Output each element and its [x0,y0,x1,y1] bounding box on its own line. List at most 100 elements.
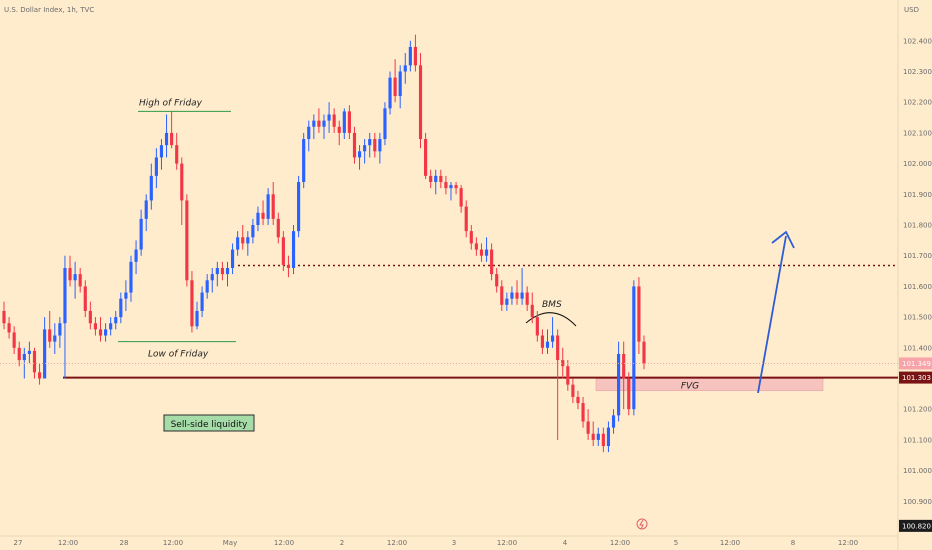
candle-body [159,145,164,158]
candle-body [474,243,478,250]
candle-body [291,231,296,268]
price-tag-label: 101.303 [902,374,931,382]
candle-body [545,341,550,348]
x-tick-label: 28 [120,539,129,547]
candle-body [83,286,87,311]
y-tick-label: 100.900 [903,498,932,506]
x-tick-label: 12:00 [838,539,858,547]
y-tick-label: 102.300 [903,68,932,76]
candle-body [484,249,489,256]
candle-body [37,372,42,379]
candle-body [576,396,580,404]
candle-body [606,427,611,447]
candle-body [601,433,605,447]
candle-body [276,218,280,238]
candle-body [550,335,555,342]
candle-body [271,194,275,219]
candle-body [12,332,16,348]
candle-body [88,310,92,324]
candle-body [332,114,336,127]
candle-body [302,139,306,183]
candle-body [256,212,260,225]
projection-arrow-line [757,235,787,394]
candle-body [200,292,204,311]
candle-body [540,335,544,348]
candle-body [154,157,158,176]
lightning-icon-bolt [639,519,644,530]
x-tick-label: 27 [14,539,23,547]
candles [2,34,646,453]
candle-body [352,132,357,158]
candle-body [119,298,123,318]
candle-body [418,65,423,140]
candle-body [180,163,184,201]
candle-body [383,108,387,140]
candle-body [104,329,108,336]
price-tag [899,357,932,370]
y-tick-label: 101.000 [903,467,932,475]
symbol-header: U.S. Dollar Index, 1h, TVC [4,6,94,14]
y-tick-label: 101.400 [903,344,932,352]
candle-body [307,126,311,140]
y-tick-label: 102.100 [903,129,932,137]
gridlines [0,0,899,550]
candle-body [124,292,128,299]
candle-body [642,341,646,364]
candle-body [632,286,636,410]
y-tick-label: 101.600 [903,283,932,291]
low-of-friday-label: Low of Friday [148,350,209,360]
candle-body [27,350,31,354]
candle-body [53,335,57,342]
x-tick-label: 12:00 [58,539,78,547]
candle-body [378,139,382,152]
y-tick-label: 101.800 [903,222,932,230]
x-tick-label: 3 [452,539,456,547]
candle-body [48,329,52,342]
candle-body [535,317,539,336]
candle-body [510,292,514,299]
candle-body [413,46,418,66]
candle-body [63,267,67,324]
candle-body [393,77,397,97]
candle-body [637,286,641,342]
candle-body [195,310,199,327]
x-tick-label: 12:00 [387,539,407,547]
sell-side-liquidity-label: Sell-side liquidity [171,420,248,430]
y-tick-label: 101.500 [903,314,932,322]
candle-body [408,46,412,66]
y-tick-label: 101.700 [903,252,932,260]
candle-body [164,132,169,146]
x-tick-label: 12:00 [163,539,183,547]
candle-body [566,366,570,385]
candle-body [139,218,143,250]
candle-body [627,378,631,410]
x-tick-label: 8 [791,539,795,547]
candle-body [363,145,367,152]
bms-label: BMS [542,300,562,310]
candle-body [43,329,47,379]
candle-body [479,249,484,256]
candle-body [114,317,118,324]
y-tick-label: 101.200 [903,406,932,414]
y-tick-label: 101.100 [903,436,932,444]
candle-body [134,249,138,262]
y-axis: 102.400 102.300 102.200 102.100 102.000 101.9… [903,37,932,506]
candle-body [403,65,407,72]
candle-body [317,120,321,127]
projection-arrow-head [771,230,795,249]
candle-body [73,274,77,281]
candle-body [464,206,468,232]
candle-body [556,335,560,361]
candle-body [530,304,534,318]
candle-body [251,225,255,238]
price-tag [899,519,932,532]
candle-body [611,415,616,428]
fvg-label: FVG [681,382,699,392]
candle-body [322,120,326,127]
candle-body [241,237,245,244]
candle-body [144,200,148,219]
price-tag-label: 101.349 [902,360,931,368]
y-tick-label: 102.400 [903,37,932,45]
candle-body [459,188,463,207]
price-tags: 101.349 101.303 100.820 [0,357,932,532]
